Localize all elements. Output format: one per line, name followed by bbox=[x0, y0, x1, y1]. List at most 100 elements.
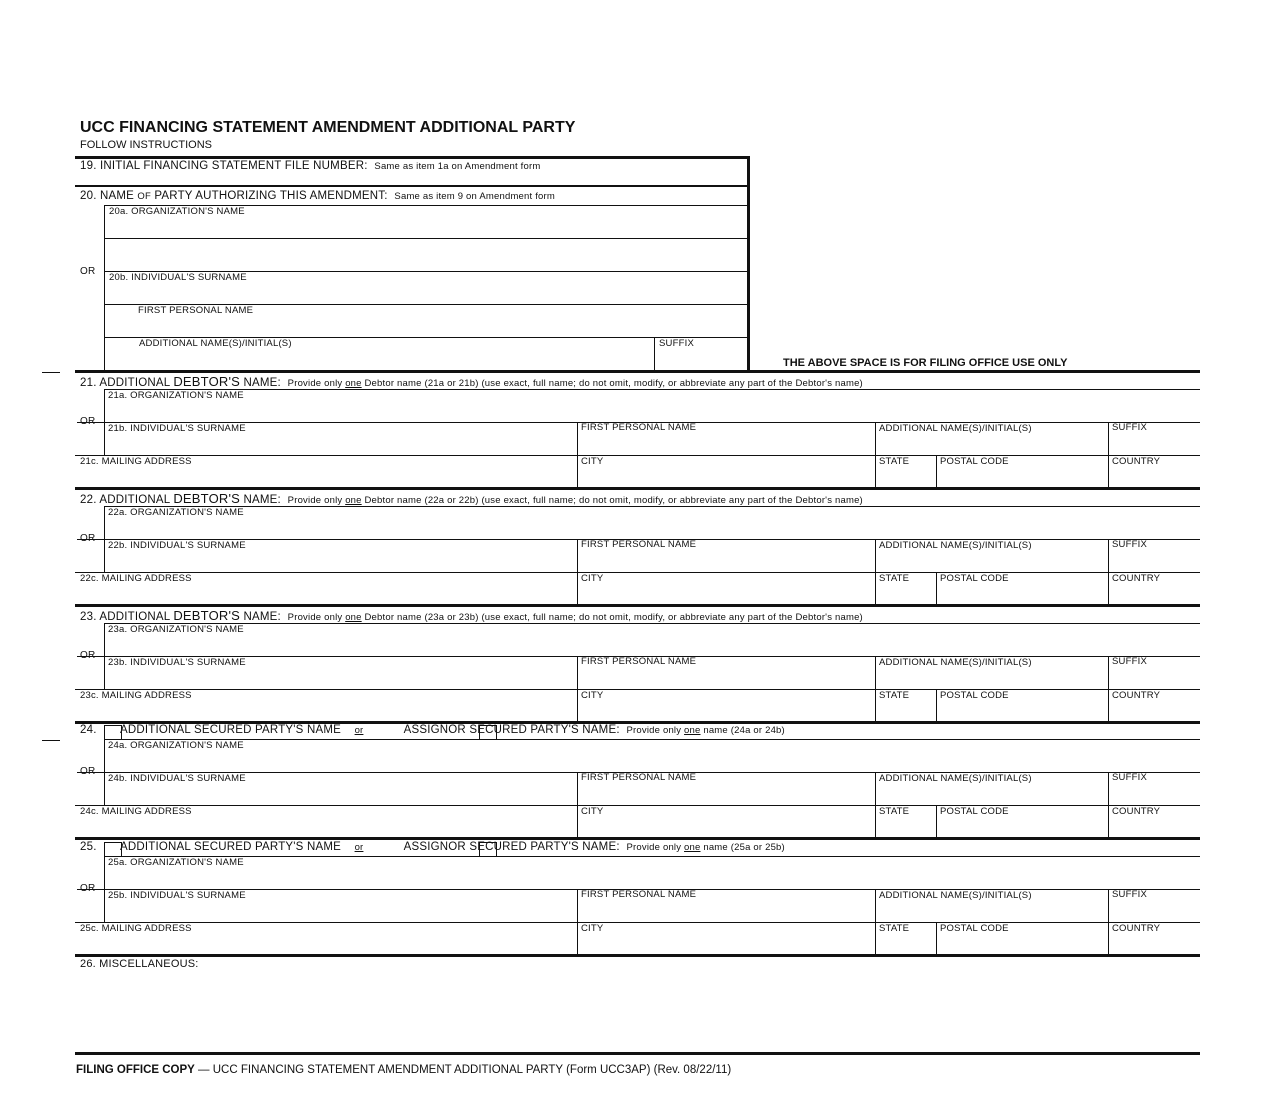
state-label: STATE bbox=[879, 456, 910, 467]
or-label: OR bbox=[80, 650, 96, 661]
city-field-25[interactable] bbox=[579, 935, 873, 953]
country-field-21[interactable] bbox=[1110, 468, 1198, 486]
divider bbox=[75, 572, 1200, 573]
suffix-field-20[interactable] bbox=[656, 350, 746, 369]
first-name-field-22[interactable] bbox=[579, 552, 873, 570]
divider bbox=[104, 205, 748, 206]
city-field-22[interactable] bbox=[579, 585, 873, 603]
additional-names-field-24[interactable] bbox=[877, 785, 1106, 803]
postal-code-field-22[interactable] bbox=[938, 585, 1106, 603]
suffix-field-25[interactable] bbox=[1110, 902, 1198, 920]
divider bbox=[75, 370, 1200, 373]
mailing-address-field-23c[interactable] bbox=[77, 702, 575, 720]
org-name-field-25a[interactable] bbox=[105, 869, 1195, 887]
divider bbox=[104, 623, 105, 689]
city-field-24[interactable] bbox=[579, 818, 873, 836]
additional-names-field-25[interactable] bbox=[877, 902, 1106, 920]
mailing-address-field-25c[interactable] bbox=[77, 935, 575, 953]
divider bbox=[104, 389, 105, 455]
additional-names-field-22[interactable] bbox=[877, 552, 1106, 570]
surname-field-24b[interactable] bbox=[105, 785, 575, 803]
first-name-field-24[interactable] bbox=[579, 785, 873, 803]
city-field-21[interactable] bbox=[579, 468, 873, 486]
surname-field-25b[interactable] bbox=[105, 902, 575, 920]
mailing-address-field-22c[interactable] bbox=[77, 585, 575, 603]
assignor-secured-party-label: ASSIGNOR SECURED PARTY'S NAME: bbox=[403, 724, 620, 736]
city-label: CITY bbox=[581, 456, 604, 467]
suffix-field-23[interactable] bbox=[1110, 669, 1198, 687]
surname-field-23b[interactable] bbox=[105, 669, 575, 687]
divider bbox=[75, 455, 1200, 456]
city-field-23[interactable] bbox=[579, 702, 873, 720]
header-note-a: Provide only bbox=[287, 378, 346, 389]
divider bbox=[75, 805, 1200, 806]
first-name-field-25[interactable] bbox=[579, 902, 873, 920]
state-field-21[interactable] bbox=[877, 468, 934, 486]
divider bbox=[77, 422, 1200, 423]
margin-tick-mark bbox=[42, 372, 60, 373]
divider bbox=[1108, 539, 1109, 605]
country-field-22[interactable] bbox=[1110, 585, 1198, 603]
suffix-field-24[interactable] bbox=[1110, 785, 1198, 803]
section-number: 23. bbox=[80, 611, 97, 623]
additional-names-field-20[interactable] bbox=[105, 350, 653, 369]
miscellaneous-field[interactable] bbox=[76, 975, 1200, 1049]
postal-code-field-25[interactable] bbox=[938, 935, 1106, 953]
divider bbox=[77, 539, 1200, 540]
divider bbox=[936, 455, 937, 488]
divider bbox=[1108, 422, 1109, 488]
org-name-field-23a[interactable] bbox=[105, 636, 1195, 654]
first-name-label: FIRST PERSONAL NAME bbox=[581, 889, 697, 900]
divider bbox=[654, 337, 655, 371]
first-name-field-23[interactable] bbox=[579, 669, 873, 687]
surname-field-22b[interactable] bbox=[105, 552, 575, 570]
divider bbox=[875, 422, 876, 488]
org-name-label: 25a. ORGANIZATION'S NAME bbox=[108, 857, 244, 868]
org-name-field-21a[interactable] bbox=[105, 402, 1195, 420]
divider bbox=[75, 156, 750, 159]
postal-code-field-23[interactable] bbox=[938, 702, 1106, 720]
mailing-address-label: 22c. MAILING ADDRESS bbox=[80, 573, 192, 584]
divider bbox=[104, 623, 1200, 624]
state-field-22[interactable] bbox=[877, 585, 934, 603]
postal-code-field-24[interactable] bbox=[938, 818, 1106, 836]
suffix-field-21[interactable] bbox=[1110, 435, 1198, 453]
surname-field-20b[interactable] bbox=[105, 284, 745, 303]
country-label: COUNTRY bbox=[1112, 456, 1161, 467]
org-name-field-20a[interactable] bbox=[105, 218, 745, 237]
divider bbox=[875, 889, 876, 955]
state-field-23[interactable] bbox=[877, 702, 934, 720]
additional-names-field-21[interactable] bbox=[877, 435, 1106, 453]
postal-code-label: POSTAL CODE bbox=[940, 806, 1009, 817]
org-name-field-22a[interactable] bbox=[105, 519, 1195, 537]
first-name-label-20: FIRST PERSONAL NAME bbox=[138, 305, 254, 316]
country-field-25[interactable] bbox=[1110, 935, 1198, 953]
first-name-field-20[interactable] bbox=[105, 317, 745, 336]
divider bbox=[104, 739, 1200, 740]
header-title-c: NAME: bbox=[240, 611, 281, 623]
suffix-field-22[interactable] bbox=[1110, 552, 1198, 570]
postal-code-field-21[interactable] bbox=[938, 468, 1106, 486]
country-label: COUNTRY bbox=[1112, 806, 1161, 817]
divider bbox=[577, 889, 578, 955]
city-label: CITY bbox=[581, 573, 604, 584]
country-field-24[interactable] bbox=[1110, 818, 1198, 836]
header-note-b: Debtor name (21a or 21b) (use exact, ful… bbox=[361, 378, 863, 389]
section-21-header: 21. ADDITIONAL DEBTOR'S NAME: Provide on… bbox=[80, 374, 863, 389]
state-field-24[interactable] bbox=[877, 818, 934, 836]
divider bbox=[77, 889, 1200, 890]
mailing-address-field-21c[interactable] bbox=[77, 468, 575, 486]
mailing-address-field-24c[interactable] bbox=[77, 818, 575, 836]
section-number: 25. bbox=[80, 841, 97, 853]
file-number-field[interactable] bbox=[76, 174, 746, 185]
additional-names-field-23[interactable] bbox=[877, 669, 1106, 687]
country-field-23[interactable] bbox=[1110, 702, 1198, 720]
or-label: or bbox=[354, 725, 364, 736]
surname-field-21b[interactable] bbox=[105, 435, 575, 453]
first-name-label: FIRST PERSONAL NAME bbox=[581, 422, 697, 433]
state-field-25[interactable] bbox=[877, 935, 934, 953]
org-name-field-24a[interactable] bbox=[105, 752, 1195, 770]
first-name-field-21[interactable] bbox=[579, 435, 873, 453]
mailing-address-label: 21c. MAILING ADDRESS bbox=[80, 456, 192, 467]
postal-code-label: POSTAL CODE bbox=[940, 456, 1009, 467]
